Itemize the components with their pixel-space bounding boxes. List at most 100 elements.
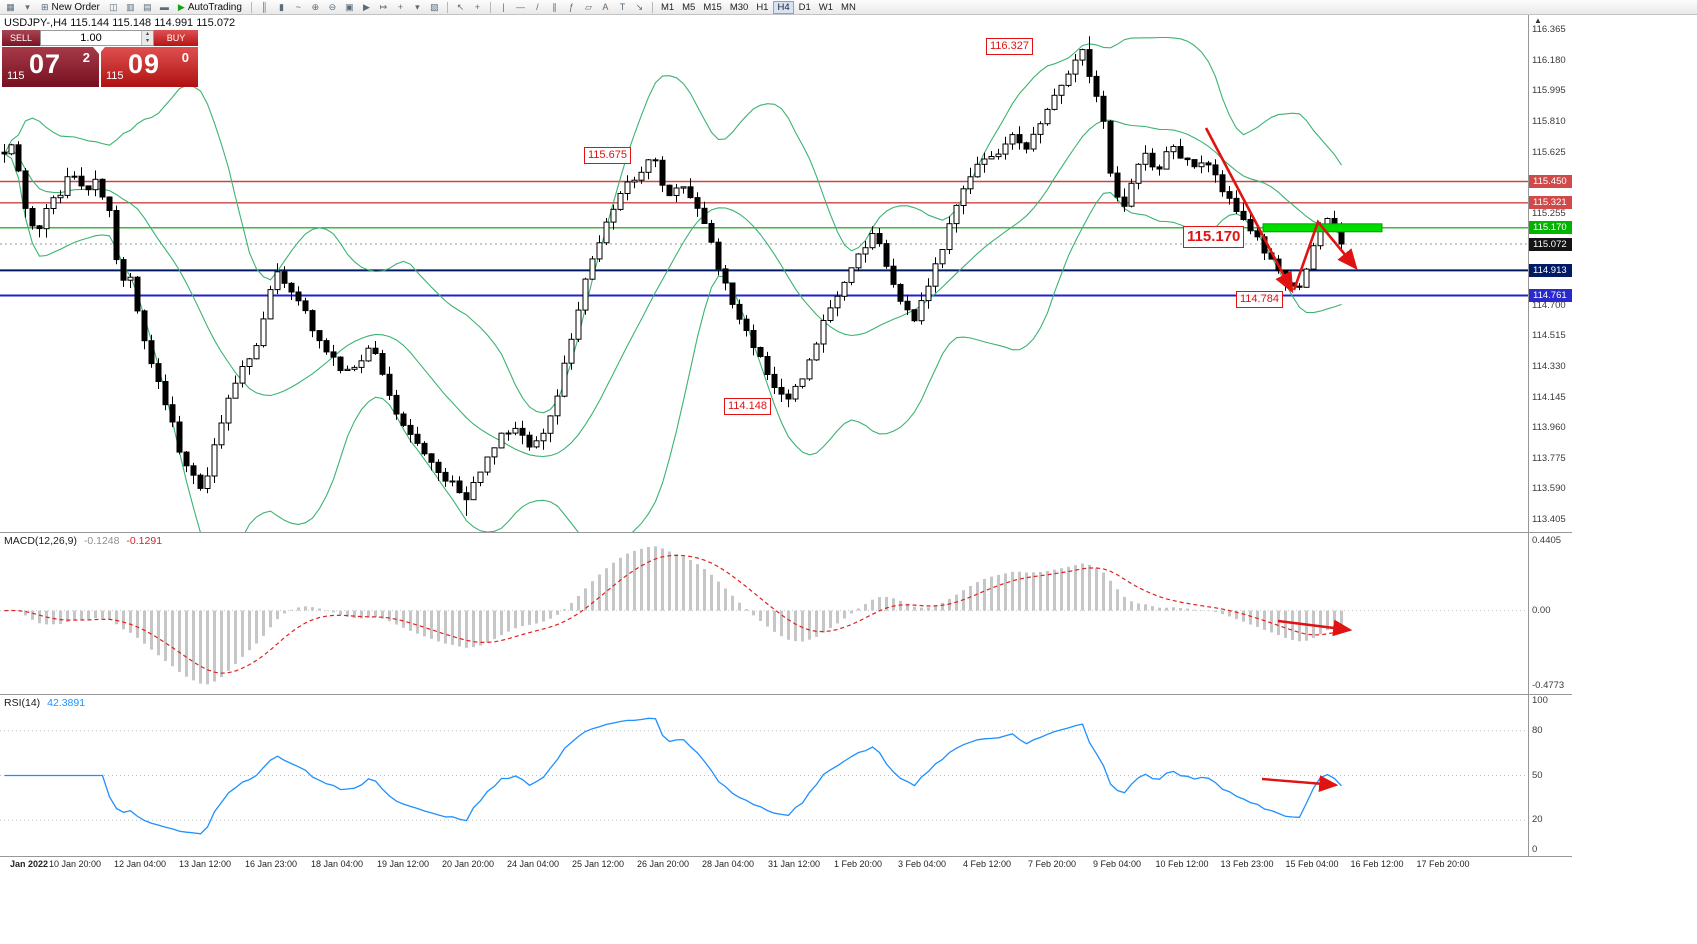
horizontal-line-icon[interactable]: — [515, 2, 525, 12]
pullback-arrow[interactable] [1292, 219, 1358, 291]
candle-body [771, 373, 778, 388]
candle-body [799, 378, 806, 387]
vertical-line-icon[interactable]: | [502, 2, 505, 12]
timeframe-button-d1[interactable]: D1 [798, 1, 811, 13]
buy-tab[interactable]: BUY [154, 30, 198, 46]
macd-panel[interactable] [0, 533, 1528, 694]
rsi-panel[interactable] [0, 695, 1528, 856]
sell-tab[interactable]: SELL [2, 30, 40, 46]
shapes-icon[interactable]: ▱ [584, 1, 592, 12]
rsi-value: 42.3891 [47, 697, 86, 709]
price-label-callout[interactable]: 115.675 [584, 147, 631, 164]
toolbar-separator [489, 1, 491, 13]
periods-dropdown-icon[interactable]: ▾ [415, 1, 420, 12]
volume-spinner[interactable]: ▴ ▾ [141, 31, 153, 45]
tile-windows-icon[interactable]: ▣ [345, 1, 354, 12]
crosshair-icon[interactable]: + [474, 2, 481, 12]
candle-body [512, 427, 519, 434]
candle-body [1079, 49, 1086, 61]
macd-bar [1270, 610, 1273, 633]
macd-bar [269, 610, 272, 628]
timeframe-button-m15[interactable]: M15 [703, 1, 722, 13]
macd-bar [808, 610, 811, 640]
candle-body [1212, 164, 1219, 176]
text-icon[interactable]: A [602, 2, 609, 12]
zoom-in-icon[interactable]: ⊕ [311, 1, 320, 12]
macd-bar [94, 610, 97, 619]
candle-body [792, 385, 799, 400]
label-icon[interactable]: T [619, 2, 626, 12]
time-axis-label: 19 Jan 12:00 [376, 859, 430, 869]
candlestick-chart-icon[interactable]: ▮ [278, 1, 284, 12]
price-axis-label: 115.995 [1532, 85, 1566, 97]
macd-bar [1207, 610, 1210, 612]
candle-body [57, 194, 64, 199]
price-label-callout[interactable]: 115.170 [1183, 226, 1245, 248]
timeframe-button-m1[interactable]: M1 [660, 1, 675, 13]
macd-bar [1165, 607, 1168, 611]
line-chart-icon[interactable]: ~ [295, 2, 302, 12]
trendline-icon[interactable]: / [536, 2, 539, 12]
timeframe-button-h1[interactable]: H1 [756, 1, 769, 13]
macd-bar [1130, 601, 1133, 611]
volume-decrease-icon[interactable]: ▾ [141, 38, 153, 45]
sell-button[interactable]: 115 07 2 [2, 47, 99, 87]
rsi-annotation-arrow[interactable] [1261, 775, 1339, 793]
scroll-up-icon[interactable]: ▲ [1534, 16, 1542, 25]
zoom-out-icon[interactable]: ⊖ [328, 1, 337, 12]
auto-scroll-icon[interactable]: ▶ [362, 1, 370, 12]
arrows-icon[interactable]: ↘ [635, 1, 644, 12]
timeframe-button-w1[interactable]: W1 [818, 1, 834, 13]
macd-bar [619, 557, 622, 611]
macd-name: MACD(12,26,9) [4, 535, 77, 547]
candle-body [8, 144, 15, 155]
downtrend-arrow[interactable] [1204, 127, 1294, 294]
fibonacci-icon[interactable]: ƒ [568, 2, 574, 12]
panel-separator[interactable] [0, 694, 1572, 695]
price-label-callout[interactable]: 114.784 [1236, 291, 1283, 308]
navigator-icon[interactable]: ▤ [143, 1, 152, 12]
price-label-callout[interactable]: 116.327 [986, 38, 1033, 55]
macd-annotation-arrow[interactable] [1277, 619, 1353, 637]
macd-bar [647, 547, 650, 611]
timeframe-button-h4[interactable]: H4 [773, 0, 794, 14]
time-axis-label: 1 Feb 20:00 [833, 859, 883, 869]
chart-dropdown-icon[interactable]: ▾ [25, 1, 30, 12]
one-click-trading-panel: SELL 1.00 ▴ ▾ BUY 115 07 2 115 09 0 [2, 30, 198, 87]
volume-increase-icon[interactable]: ▴ [141, 31, 153, 38]
panel-separator[interactable] [0, 532, 1572, 533]
timeframe-button-mn[interactable]: MN [841, 1, 856, 13]
data-window-icon[interactable]: ▥ [126, 1, 135, 12]
indicators-icon[interactable]: + [397, 2, 404, 12]
volume-field[interactable]: 1.00 ▴ ▾ [40, 30, 154, 46]
chart-shift-icon[interactable]: ↦ [379, 1, 388, 12]
templates-icon[interactable]: ▧ [430, 1, 439, 12]
new-order-button[interactable]: ⊞ New Order [36, 1, 105, 14]
timeframe-button-m5[interactable]: M5 [682, 1, 696, 13]
macd-bar [1186, 608, 1189, 611]
timeframe-button-m30[interactable]: M30 [729, 1, 749, 13]
time-axis-label: 18 Jan 04:00 [310, 859, 364, 869]
terminal-icon[interactable]: ▬ [159, 2, 169, 12]
new-chart-icon[interactable]: ▦ [6, 1, 15, 12]
candle-body [526, 434, 533, 448]
candle-body [715, 241, 722, 270]
macd-bar [199, 610, 202, 684]
price-label-callout[interactable]: 114.148 [724, 398, 771, 415]
cursor-icon[interactable]: ↖ [456, 1, 465, 12]
macd-bar [1095, 567, 1098, 611]
rsi-axis-label: 0 [1532, 844, 1538, 855]
candle-body [379, 353, 386, 375]
bar-chart-icon[interactable]: ║ [261, 2, 268, 12]
candle-body [995, 153, 1002, 158]
macd-bar [150, 610, 153, 650]
price-chart[interactable] [0, 15, 1528, 532]
macd-bar [185, 610, 188, 677]
candle-body [281, 271, 288, 284]
channel-icon[interactable]: ∥ [552, 1, 557, 12]
candle-body [169, 404, 176, 423]
buy-button[interactable]: 115 09 0 [101, 47, 198, 87]
candle-body [757, 347, 764, 357]
autotrading-button[interactable]: ▶ AutoTrading [173, 1, 247, 14]
market-watch-icon[interactable]: ◫ [109, 1, 118, 12]
